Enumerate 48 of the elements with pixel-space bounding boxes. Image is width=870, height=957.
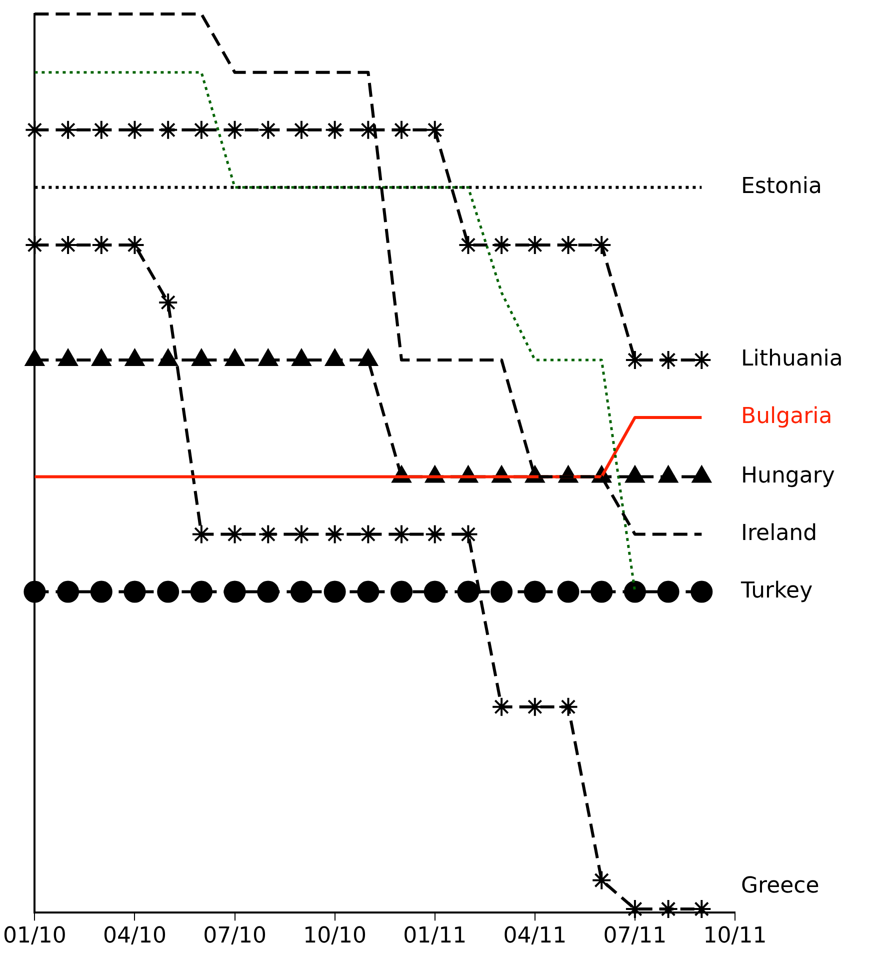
series-label: Hungary	[741, 464, 835, 488]
point	[592, 870, 612, 890]
point	[490, 580, 513, 603]
point	[424, 580, 446, 603]
point	[658, 350, 678, 370]
point	[590, 580, 613, 603]
x-tick-label: 01/11	[403, 924, 467, 949]
x-tick-label: 10/10	[303, 924, 367, 949]
point	[158, 120, 178, 140]
point	[257, 580, 280, 603]
point	[258, 524, 278, 544]
point	[24, 580, 46, 603]
series-label: Greece	[741, 873, 820, 898]
series-label: Estonia	[741, 174, 822, 200]
point	[357, 580, 380, 603]
point	[457, 580, 480, 603]
point	[90, 580, 112, 603]
point	[290, 580, 312, 603]
point	[324, 524, 345, 544]
point	[492, 234, 512, 255]
point	[57, 580, 80, 603]
point	[124, 580, 146, 603]
series-label: Turkey	[740, 578, 813, 604]
point	[158, 292, 178, 312]
x-tick-label: 07/11	[603, 924, 667, 949]
point	[324, 580, 346, 603]
point	[324, 120, 345, 140]
x-tick-label: 04/10	[103, 924, 166, 949]
series-label: Ireland	[741, 521, 818, 546]
x-tick-label: 01/10	[2, 924, 66, 949]
point	[424, 120, 445, 140]
series-label: Bulgaria	[741, 404, 832, 430]
x-tick-label: 10/11	[703, 924, 767, 949]
point	[524, 580, 546, 603]
point	[557, 580, 580, 603]
point	[592, 234, 612, 255]
x-tick-label: 07/10	[203, 924, 266, 949]
series-label: Lithuania	[741, 346, 843, 372]
point	[558, 696, 578, 717]
point	[224, 580, 246, 603]
point	[624, 580, 646, 603]
point	[657, 580, 680, 603]
x-tick-label: 04/11	[503, 924, 567, 949]
point	[658, 899, 678, 920]
point	[690, 580, 713, 603]
point	[157, 580, 180, 603]
point	[190, 580, 212, 603]
point	[390, 580, 413, 603]
